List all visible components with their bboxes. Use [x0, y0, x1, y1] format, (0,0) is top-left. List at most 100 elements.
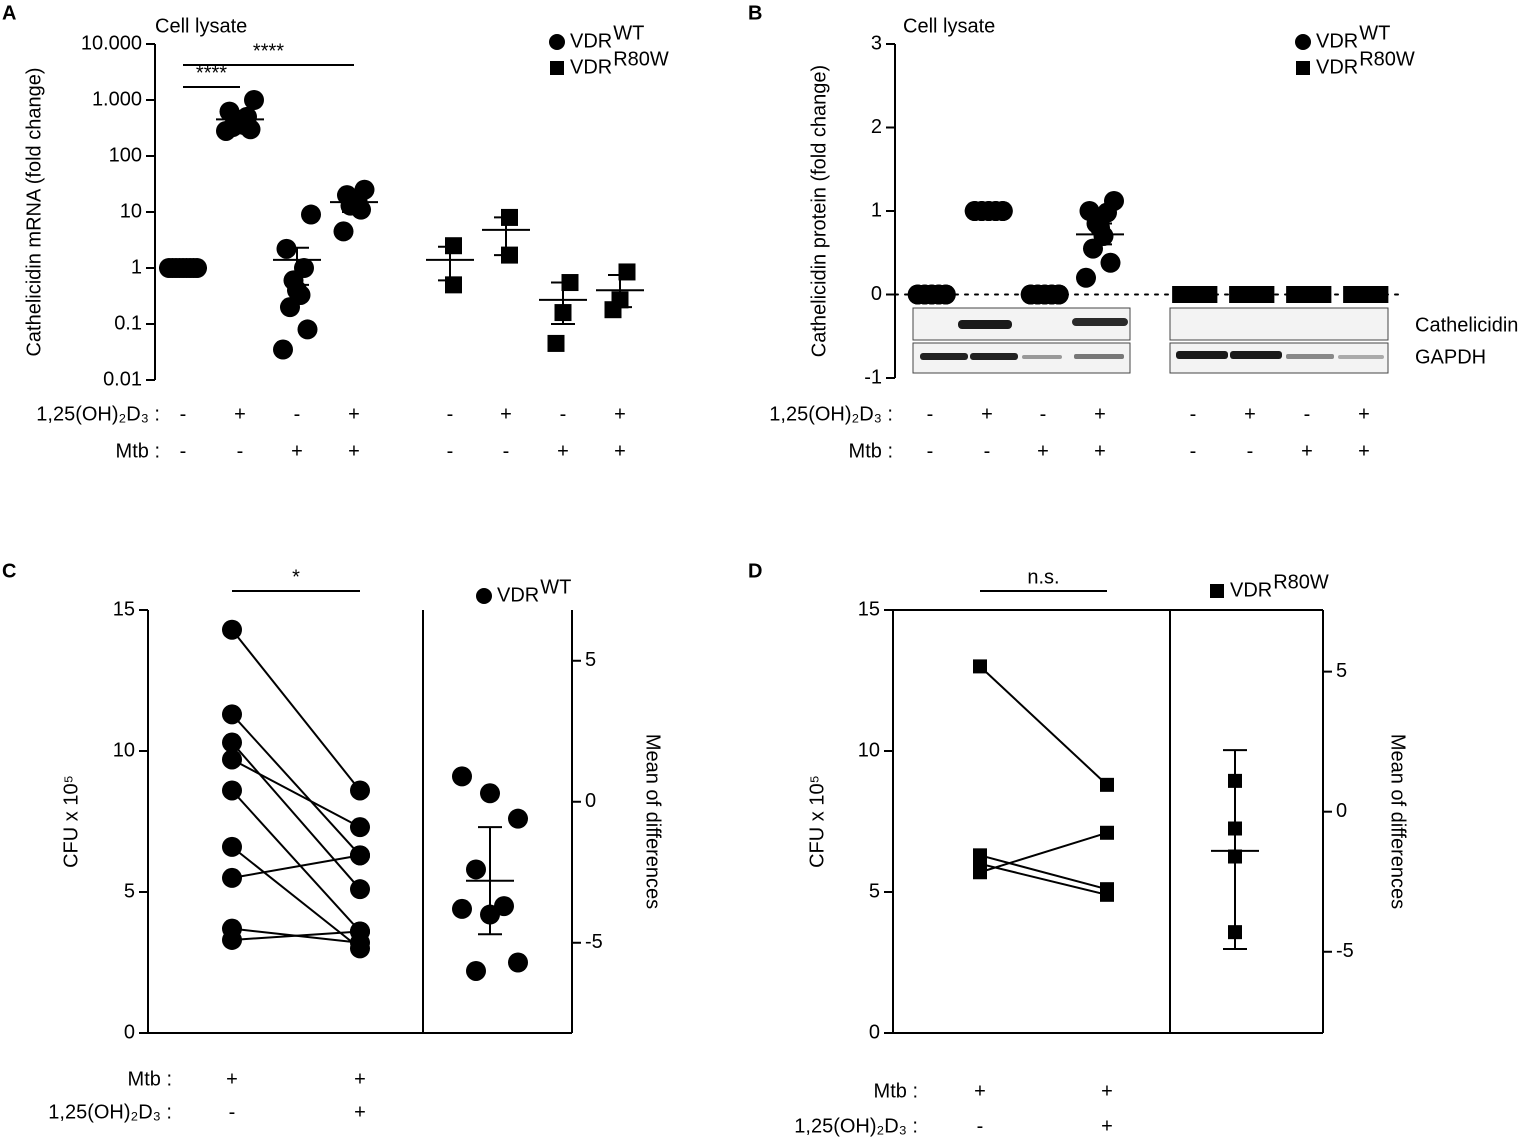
legend-marker	[1296, 61, 1310, 75]
pair-line	[231, 846, 361, 950]
condition-label: 1,25(OH)₂D₃ :	[36, 403, 160, 425]
condition-label: 1,25(OH)₂D₃ :	[48, 1101, 172, 1123]
data-point	[244, 90, 264, 110]
condition-value: +	[1358, 440, 1370, 462]
blot-frame	[1169, 307, 1389, 341]
data-point	[222, 619, 242, 640]
y-tick-label: 0.1	[114, 312, 142, 334]
legend-marker	[1295, 34, 1311, 50]
blot-band	[1074, 354, 1124, 359]
condition-value: +	[1037, 440, 1049, 462]
legend-label-sup: R80W	[613, 48, 669, 70]
y-tick-label: 1	[871, 199, 882, 221]
blot-band	[970, 353, 1018, 360]
difference-point	[452, 898, 472, 919]
y-tick-label: 1	[131, 256, 142, 278]
legend-label-sup: WT	[540, 576, 571, 598]
y-tick-label: 15	[858, 598, 880, 620]
condition-value: -	[927, 403, 934, 425]
blot-band	[1176, 351, 1228, 359]
condition-value: +	[614, 440, 626, 462]
data-point	[350, 817, 370, 838]
y-tick-label: 3	[871, 32, 882, 54]
legend-marker	[549, 34, 565, 50]
significance-label: *	[292, 566, 300, 588]
y-axis-label: CFU x 10⁵	[806, 775, 828, 868]
data-point	[1076, 267, 1096, 288]
pair-line	[231, 713, 361, 857]
condition-value: +	[614, 403, 626, 425]
data-point	[1048, 284, 1069, 305]
condition-value: -	[180, 440, 187, 462]
pair-line	[231, 930, 361, 941]
y2-axis-label: Mean of differences	[1387, 734, 1409, 909]
condition-value: -	[1304, 403, 1311, 425]
data-point	[604, 301, 622, 319]
condition-value: -	[229, 1101, 236, 1123]
condition-value: -	[927, 440, 934, 462]
blot-band	[1072, 318, 1128, 326]
chart-title: Cell lysate	[155, 15, 247, 37]
condition-value: +	[500, 403, 512, 425]
blot-band	[1230, 351, 1282, 359]
y-axis-label: Cathelicidin mRNA (fold change)	[23, 67, 45, 356]
data-point	[1371, 286, 1389, 303]
difference-point	[452, 766, 472, 787]
data-point	[297, 319, 318, 340]
condition-value: +	[981, 403, 993, 425]
difference-point	[466, 960, 486, 981]
data-point	[973, 856, 987, 871]
condition-value: -	[1190, 403, 1197, 425]
data-point	[350, 845, 370, 866]
legend-label: VDR	[570, 30, 612, 52]
condition-value: +	[1244, 403, 1256, 425]
data-point	[992, 201, 1013, 221]
y2-tick-label: -5	[585, 931, 603, 953]
data-point	[973, 659, 987, 674]
y-tick-label: 0	[124, 1021, 135, 1043]
condition-label: Mtb :	[128, 1068, 172, 1090]
pair-line	[979, 831, 1108, 874]
y-tick-label: 10	[858, 739, 880, 761]
y2-tick-label: 0	[1336, 800, 1347, 822]
y-tick-label: 5	[869, 880, 880, 902]
blot-label: GAPDH	[1415, 346, 1486, 368]
y-axis-label: CFU x 10⁵	[60, 775, 82, 868]
condition-value: +	[1101, 1115, 1113, 1137]
condition-value: -	[1190, 440, 1197, 462]
y2-tick-label: 5	[585, 649, 596, 671]
data-point	[1020, 284, 1041, 305]
pair-line	[979, 862, 1108, 896]
condition-label: Mtb :	[116, 440, 160, 462]
y-tick-label: 15	[113, 598, 135, 620]
condition-value: +	[1094, 440, 1106, 462]
data-point	[222, 704, 242, 725]
condition-value: -	[447, 440, 454, 462]
data-point	[222, 749, 242, 770]
condition-value: -	[180, 403, 187, 425]
legend-label-sup: R80W	[1273, 571, 1329, 593]
data-point	[351, 199, 371, 220]
significance-label: ****	[196, 62, 227, 84]
difference-point	[480, 783, 500, 804]
y2-axis-label: Mean of differences	[642, 734, 664, 909]
condition-value: +	[1301, 440, 1313, 462]
data-point	[222, 732, 242, 753]
data-point	[350, 921, 370, 942]
condition-value: -	[560, 403, 567, 425]
panel-letter: D	[748, 560, 762, 582]
condition-value: +	[348, 403, 360, 425]
legend-label-sup: WT	[613, 22, 644, 44]
data-point	[222, 867, 242, 888]
data-point	[964, 201, 985, 221]
data-point	[1286, 286, 1304, 303]
pair-line	[231, 789, 361, 933]
y-tick-label: 5	[124, 880, 135, 902]
y-tick-label: 0	[871, 283, 882, 305]
panel-letter: C	[2, 560, 16, 582]
condition-value: +	[557, 440, 569, 462]
blot-band	[1338, 355, 1384, 359]
condition-value: +	[1101, 1080, 1113, 1102]
data-point	[1100, 825, 1114, 840]
